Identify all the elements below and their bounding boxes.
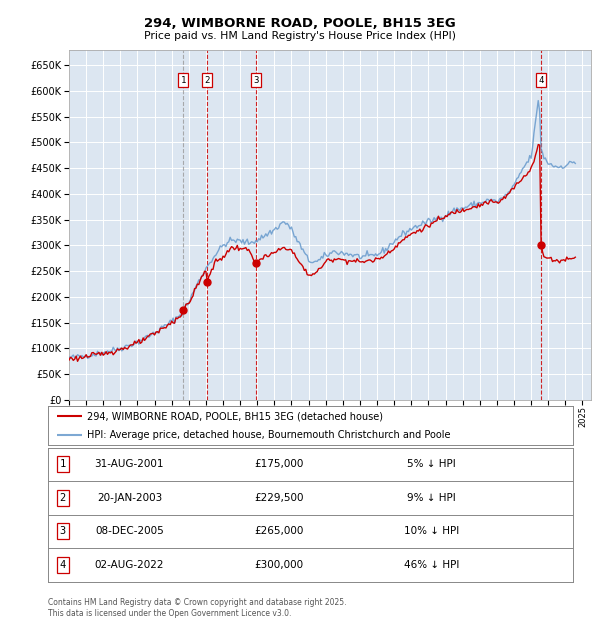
Text: £229,500: £229,500 (254, 493, 304, 503)
Text: 46% ↓ HPI: 46% ↓ HPI (404, 560, 459, 570)
Text: 294, WIMBORNE ROAD, POOLE, BH15 3EG: 294, WIMBORNE ROAD, POOLE, BH15 3EG (144, 17, 456, 30)
Text: Contains HM Land Registry data © Crown copyright and database right 2025.
This d: Contains HM Land Registry data © Crown c… (48, 598, 347, 618)
Text: 02-AUG-2022: 02-AUG-2022 (95, 560, 164, 570)
Text: £175,000: £175,000 (254, 459, 304, 469)
Text: 10% ↓ HPI: 10% ↓ HPI (404, 526, 459, 536)
Text: 3: 3 (253, 76, 259, 85)
Text: 2: 2 (204, 76, 209, 85)
Text: Price paid vs. HM Land Registry's House Price Index (HPI): Price paid vs. HM Land Registry's House … (144, 31, 456, 41)
Text: 9% ↓ HPI: 9% ↓ HPI (407, 493, 455, 503)
Text: 20-JAN-2003: 20-JAN-2003 (97, 493, 162, 503)
Text: 1: 1 (59, 459, 66, 469)
Text: 294, WIMBORNE ROAD, POOLE, BH15 3EG (detached house): 294, WIMBORNE ROAD, POOLE, BH15 3EG (det… (88, 412, 383, 422)
Text: 5% ↓ HPI: 5% ↓ HPI (407, 459, 455, 469)
Text: 4: 4 (59, 560, 66, 570)
Text: £300,000: £300,000 (254, 560, 304, 570)
Text: 1: 1 (181, 76, 186, 85)
Text: 08-DEC-2005: 08-DEC-2005 (95, 526, 164, 536)
Text: HPI: Average price, detached house, Bournemouth Christchurch and Poole: HPI: Average price, detached house, Bour… (88, 430, 451, 440)
Text: 4: 4 (538, 76, 544, 85)
Text: 3: 3 (59, 526, 66, 536)
Text: 2: 2 (59, 493, 66, 503)
Text: 31-AUG-2001: 31-AUG-2001 (95, 459, 164, 469)
Text: £265,000: £265,000 (254, 526, 304, 536)
